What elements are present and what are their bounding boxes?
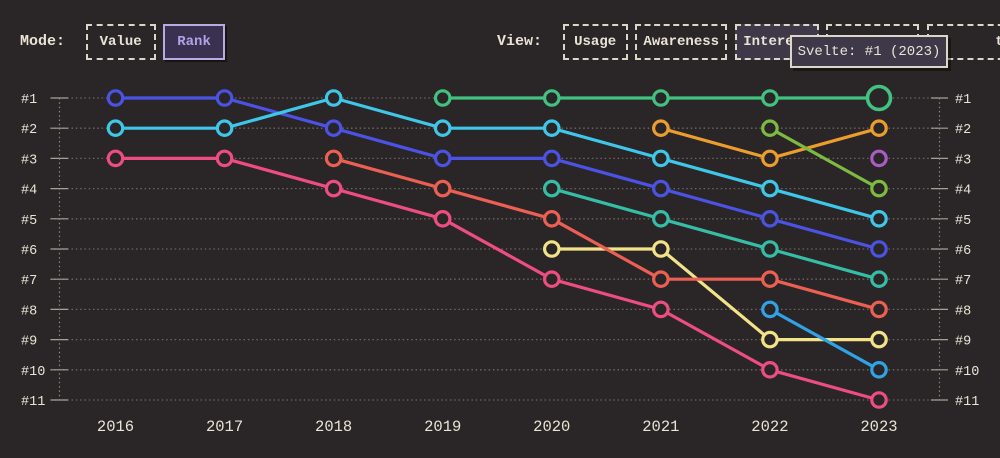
point-series-teal-2020[interactable] [542, 179, 561, 198]
point-series-teal-2021[interactable] [652, 210, 670, 228]
point-series-lightgreen-2023[interactable] [870, 179, 888, 198]
point-series-cyan-2019[interactable] [433, 119, 452, 137]
point-series-yellow-2023[interactable] [870, 330, 888, 349]
point-series-teal-2022[interactable] [761, 240, 779, 258]
point-series-salmon-2023[interactable] [870, 300, 888, 319]
y-axis-label-right: #2 [955, 123, 971, 138]
line-series-pink [113, 156, 881, 402]
point-svelte-2022[interactable] [761, 89, 779, 107]
y-axis-label-right: #5 [955, 214, 971, 229]
point-series-cyan-2023[interactable] [870, 210, 888, 228]
point-series-cyan-2016[interactable] [106, 119, 125, 137]
point-series-purple-2023[interactable] [870, 149, 888, 168]
y-axis-label-left: #5 [21, 214, 37, 229]
point-series-pink-2019[interactable] [433, 210, 452, 228]
y-axis-label-left: #8 [21, 304, 37, 319]
line-series-lightgreen [768, 126, 881, 191]
point-series-amber-2022[interactable] [761, 149, 779, 168]
y-axis-label-right: #11 [955, 395, 979, 410]
y-axis-label-left: #4 [21, 184, 37, 199]
view-button-usage[interactable]: Usage [562, 24, 628, 60]
y-axis-label-left: #1 [21, 93, 37, 108]
y-axis-label-right: #1 [955, 93, 971, 108]
point-svelte-2020[interactable] [542, 89, 561, 107]
point-series-yellow-2020[interactable] [542, 240, 561, 258]
point-series-amber-2023[interactable] [870, 119, 888, 137]
x-axis-label: 2018 [315, 418, 352, 436]
mode-button-value[interactable]: Value [85, 24, 156, 60]
x-axis-label: 2017 [206, 418, 243, 436]
point-svelte-2019[interactable] [433, 89, 452, 107]
point-series-salmon-2021[interactable] [652, 270, 670, 288]
point-series-cyan-2022[interactable] [761, 179, 779, 198]
point-svelte-2023[interactable] [865, 84, 893, 112]
point-series-blue-2023[interactable] [870, 240, 888, 258]
point-series-pink-2023[interactable] [870, 391, 888, 409]
point-series-salmon-2020[interactable] [542, 210, 561, 228]
y-axis-label-right: #3 [955, 153, 971, 168]
point-series-teal-2023[interactable] [870, 270, 888, 288]
point-series-skyblue-2023[interactable] [870, 360, 888, 379]
y-axis-label-left: #10 [21, 365, 45, 380]
y-axis-label-left: #2 [21, 123, 37, 138]
y-axis-label-left: #3 [21, 153, 37, 168]
point-series-pink-2020[interactable] [542, 270, 561, 288]
line-series-skyblue [768, 307, 881, 372]
point-series-blue-2022[interactable] [761, 210, 779, 228]
x-axis-label: 2016 [97, 418, 134, 436]
point-series-blue-2016[interactable] [106, 89, 125, 107]
point-series-blue-2019[interactable] [433, 149, 452, 168]
y-axis-label-left: #9 [21, 335, 37, 350]
view-button-awareness[interactable]: Awareness [635, 24, 728, 60]
y-axis-label-right: #10 [955, 365, 979, 380]
point-series-salmon-2019[interactable] [433, 179, 452, 198]
x-axis-label: 2020 [533, 418, 570, 436]
point-series-pink-2017[interactable] [215, 149, 234, 168]
line-series-salmon [332, 156, 881, 311]
y-axis-label-right: #9 [955, 335, 971, 350]
point-series-yellow-2022[interactable] [761, 330, 779, 349]
y-axis-label-right: #8 [955, 304, 971, 319]
x-axis-label: 2023 [860, 418, 897, 436]
point-series-salmon-2022[interactable] [761, 270, 779, 288]
point-series-salmon-2018[interactable] [324, 149, 343, 168]
view-label: View: [497, 33, 543, 50]
point-series-cyan-2020[interactable] [542, 119, 561, 137]
point-series-pink-2021[interactable] [652, 300, 670, 319]
point-series-cyan-2018[interactable] [324, 89, 343, 107]
mode-button-rank[interactable]: Rank [163, 24, 225, 60]
toolbar: Mode: Value Rank View: Usage Awareness I… [0, 0, 1000, 75]
tooltip: Svelte: #1 (2023) [790, 35, 948, 68]
line-series-cyan [113, 96, 881, 221]
point-series-yellow-2021[interactable] [652, 240, 670, 258]
point-series-blue-2020[interactable] [542, 149, 561, 168]
y-axis-label-left: #6 [21, 244, 37, 259]
point-series-pink-2016[interactable] [106, 149, 125, 168]
mode-toggle-group: Mode: Value Rank [20, 24, 225, 60]
line-series-blue [113, 96, 881, 251]
point-series-cyan-2017[interactable] [215, 119, 234, 137]
point-series-blue-2021[interactable] [652, 179, 670, 198]
mode-label: Mode: [20, 33, 66, 50]
x-axis-label: 2022 [751, 418, 788, 436]
x-axis-label: 2019 [424, 418, 461, 436]
y-axis-label-right: #4 [955, 184, 971, 199]
y-axis-label-left: #7 [21, 274, 37, 289]
point-series-blue-2018[interactable] [324, 119, 343, 137]
line-series-teal [550, 187, 881, 281]
point-series-amber-2021[interactable] [652, 119, 670, 137]
point-series-pink-2022[interactable] [761, 360, 779, 379]
y-axis-label-left: #11 [21, 395, 45, 410]
point-series-pink-2018[interactable] [324, 179, 343, 198]
tooltip-text: Svelte: #1 (2023) [797, 43, 941, 60]
point-svelte-2021[interactable] [652, 89, 670, 107]
x-axis-label: 2021 [642, 418, 679, 436]
point-series-blue-2017[interactable] [215, 89, 234, 107]
point-series-lightgreen-2022[interactable] [761, 119, 779, 137]
y-axis-label-right: #6 [955, 244, 971, 259]
y-axis-label-right: #7 [955, 274, 971, 289]
point-series-skyblue-2022[interactable] [761, 300, 779, 319]
point-series-cyan-2021[interactable] [652, 149, 670, 168]
